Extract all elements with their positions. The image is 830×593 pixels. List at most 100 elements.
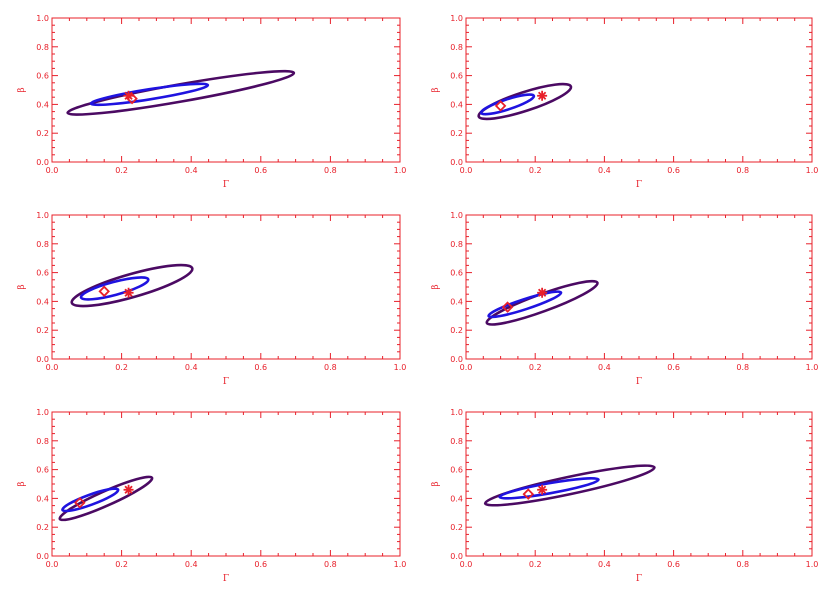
panel-2: 0.0 0.2 0.4 0.6 0.8 1.0 0.0 0.2 0.4 0.6 0.8 1.0 Γβ	[431, 14, 818, 190]
x-tick-label: 0.4	[185, 363, 198, 372]
x-tick-label: 0.0	[460, 560, 473, 569]
y-tick-label: 0.4	[450, 100, 463, 109]
x-tick-label: 0.0	[46, 363, 59, 372]
inner-contour	[61, 487, 120, 513]
x-tick-label: 0.8	[736, 363, 749, 372]
x-tick-label: 0.0	[46, 560, 59, 569]
plot-frame	[51, 17, 401, 163]
y-tick-label: 0.0	[450, 552, 463, 561]
x-tick-label: 0.8	[736, 560, 749, 569]
y-tick-label: 1.0	[36, 14, 49, 23]
x-tick-label: 0.6	[254, 560, 267, 569]
asterisk-stroke	[124, 91, 133, 100]
y-tick-label: 0.8	[36, 437, 49, 446]
y-tick-label: 0.8	[450, 43, 463, 52]
y-tick-label: 0.2	[36, 523, 49, 532]
y-tick-label: 0.6	[36, 466, 49, 475]
inner-contour	[79, 276, 150, 301]
y-tick-label: 0.2	[36, 326, 49, 335]
y-tick-label: 0.4	[450, 297, 463, 306]
true-value-marker	[123, 287, 134, 298]
true-value-marker	[123, 90, 134, 101]
y-tick-label: 0.8	[36, 43, 49, 52]
y-axis-label: β	[17, 284, 27, 289]
x-tick-label: 1.0	[394, 363, 407, 372]
x-tick-label: 1.0	[394, 560, 407, 569]
y-tick-label: 0.0	[36, 355, 49, 364]
x-tick-label: 1.0	[394, 166, 407, 175]
asterisk-stroke	[537, 91, 547, 100]
x-tick-label: 0.4	[598, 166, 611, 175]
y-tick-label: 0.0	[36, 552, 49, 561]
true-value-marker	[537, 484, 548, 495]
asterisk-stroke	[537, 288, 547, 297]
x-axis-label: Γ	[223, 574, 229, 584]
x-tick-label: 0.8	[324, 560, 337, 569]
y-tick-label: 1.0	[450, 211, 463, 220]
true-value-marker	[537, 287, 548, 298]
y-tick-label: 0.4	[450, 494, 463, 503]
y-axis-label: β	[17, 87, 27, 92]
y-tick-label: 0.6	[36, 269, 49, 278]
estimate-marker	[494, 100, 507, 112]
plot-frame	[465, 17, 813, 163]
estimate-marker	[522, 488, 535, 500]
asterisk-stroke	[124, 485, 133, 494]
panel-1: 0.0 0.2 0.4 0.6 0.8 1.0 0.0 0.2 0.4 0.6 0.8 1.0 Γβ	[17, 14, 406, 190]
true-value-marker	[537, 90, 548, 101]
y-tick-label: 1.0	[36, 408, 49, 417]
y-tick-label: 0.2	[450, 129, 463, 138]
y-tick-label: 0.4	[36, 494, 49, 503]
x-tick-label: 0.8	[324, 166, 337, 175]
x-axis-label: Γ	[636, 377, 642, 387]
y-tick-label: 0.6	[450, 72, 463, 81]
inner-contour	[487, 290, 563, 319]
y-axis-label: β	[17, 481, 27, 486]
y-tick-label: 0.6	[450, 466, 463, 475]
y-tick-label: 1.0	[450, 14, 463, 23]
x-axis-label: Γ	[636, 180, 642, 190]
y-tick-label: 1.0	[36, 211, 49, 220]
y-axis-label: β	[431, 481, 441, 486]
x-tick-label: 0.4	[185, 560, 198, 569]
plot-frame	[465, 411, 813, 557]
panel-3: 0.0 0.2 0.4 0.6 0.8 1.0 0.0 0.2 0.4 0.6 0.8 1.0 Γβ	[17, 211, 406, 387]
plot-frame	[51, 411, 401, 557]
y-axis-label: β	[431, 87, 441, 92]
y-tick-label: 0.2	[450, 326, 463, 335]
estimate-marker	[98, 285, 110, 298]
estimate-marker	[74, 496, 86, 509]
x-axis-label: Γ	[636, 574, 642, 584]
y-tick-label: 0.8	[450, 437, 463, 446]
y-tick-label: 0.0	[450, 355, 463, 364]
x-axis-label: Γ	[223, 377, 229, 387]
y-tick-label: 0.0	[36, 158, 49, 167]
x-tick-label: 1.0	[806, 363, 819, 372]
x-tick-label: 0.4	[598, 363, 611, 372]
panel-4: 0.0 0.2 0.4 0.6 0.8 1.0 0.0 0.2 0.4 0.6 0.8 1.0 Γβ	[431, 211, 818, 387]
x-tick-label: 0.8	[324, 363, 337, 372]
x-tick-label: 0.6	[254, 166, 267, 175]
x-tick-label: 0.8	[736, 166, 749, 175]
y-tick-label: 0.8	[36, 240, 49, 249]
x-tick-label: 0.6	[667, 166, 680, 175]
y-axis-label: β	[431, 284, 441, 289]
x-tick-label: 0.2	[529, 363, 542, 372]
x-tick-label: 0.4	[185, 166, 198, 175]
y-tick-label: 0.0	[450, 158, 463, 167]
asterisk-stroke	[124, 288, 133, 297]
y-tick-label: 0.2	[450, 523, 463, 532]
outer-contour	[70, 263, 194, 308]
x-axis-label: Γ	[223, 180, 229, 190]
outer-contour	[477, 82, 573, 121]
x-tick-label: 0.4	[598, 560, 611, 569]
x-tick-label: 0.2	[115, 560, 128, 569]
x-tick-label: 0.2	[529, 560, 542, 569]
x-tick-label: 1.0	[806, 166, 819, 175]
x-tick-label: 0.6	[667, 560, 680, 569]
x-tick-label: 1.0	[806, 560, 819, 569]
y-tick-label: 1.0	[450, 408, 463, 417]
plot-frame	[465, 214, 813, 360]
panel-6: 0.0 0.2 0.4 0.6 0.8 1.0 0.0 0.2 0.4 0.6 0.8 1.0 Γβ	[431, 408, 818, 584]
y-tick-label: 0.6	[36, 72, 49, 81]
